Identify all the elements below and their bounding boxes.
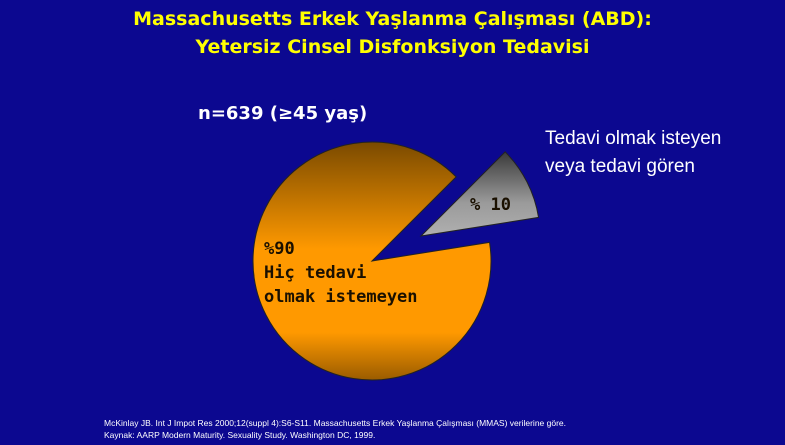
slice-label-90-line2: Hiç tedavi: [264, 263, 366, 283]
legend-line1: Tedavi olmak isteyen: [545, 128, 722, 149]
sample-size: n=639 (≥45 yaş): [198, 103, 368, 124]
footnote: McKinlay JB. Int J Impot Res 2000;12(sup…: [104, 417, 566, 441]
slice-label-10: % 10: [470, 195, 511, 215]
title-line2: Yetersiz Cinsel Disfonksiyon Tedavisi: [195, 36, 590, 58]
title-line1: Massachusetts Erkek Yaşlanma Çalışması (…: [133, 8, 652, 30]
legend-text: Tedavi olmak isteyen veya tedavi gören: [545, 125, 721, 181]
slice-label-90-line3: olmak istemeyen: [264, 287, 418, 307]
pie-slice-90: [252, 141, 492, 381]
footnote-line1: McKinlay JB. Int J Impot Res 2000;12(sup…: [104, 418, 567, 428]
legend-line2: veya tedavi gören: [545, 156, 695, 177]
footnote-line2: Kaynak: AARP Modern Maturity. Sexuality …: [104, 430, 376, 440]
pie-slice-10: [419, 151, 540, 237]
slice-label-90-pct: %90: [264, 239, 295, 259]
